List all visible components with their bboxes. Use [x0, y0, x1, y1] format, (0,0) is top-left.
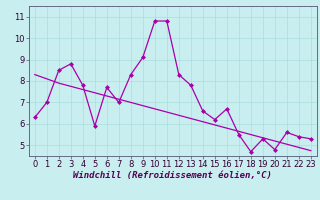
- X-axis label: Windchill (Refroidissement éolien,°C): Windchill (Refroidissement éolien,°C): [73, 171, 272, 180]
